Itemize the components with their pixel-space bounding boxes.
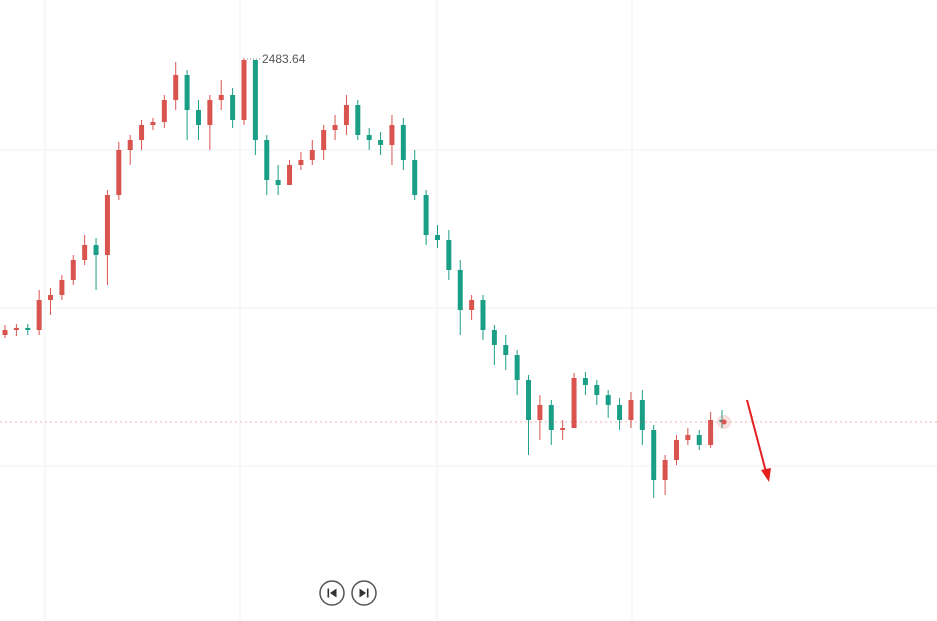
candle-body — [139, 125, 145, 140]
candle-body — [491, 330, 497, 345]
candle-body — [207, 100, 213, 125]
candle-body — [457, 270, 463, 310]
candle-body — [412, 160, 418, 195]
high-annotation: 2483.64 — [262, 52, 306, 66]
candle-body — [446, 240, 452, 270]
candle-body — [161, 100, 167, 122]
candle-body — [13, 328, 19, 330]
candle-body — [264, 140, 270, 180]
trend-arrow — [746, 399, 771, 482]
candle-body — [104, 195, 110, 255]
candle-body — [389, 125, 395, 145]
candle-body — [252, 60, 258, 140]
candle-body — [685, 435, 691, 440]
arrow-shaft — [746, 399, 767, 473]
candle-body — [708, 420, 714, 445]
candle-body — [696, 435, 702, 445]
candle-body — [503, 345, 509, 355]
candle-body — [184, 75, 190, 110]
candle-body — [662, 460, 668, 480]
candle-body — [309, 150, 315, 160]
candle-body — [673, 440, 679, 460]
candle-body — [287, 165, 293, 185]
icon — [330, 588, 337, 598]
candle-body — [651, 430, 657, 480]
candle-body — [469, 300, 475, 310]
icon — [327, 588, 330, 598]
candle-body — [173, 75, 179, 100]
candle-body — [70, 260, 76, 280]
candle-body — [639, 400, 645, 430]
candle-body — [230, 95, 236, 120]
candle-body — [617, 405, 623, 420]
icon — [366, 588, 369, 598]
candle-body — [93, 245, 99, 255]
candle-body — [480, 300, 486, 330]
candle-body — [218, 95, 224, 100]
candle-body — [582, 378, 588, 385]
icon — [359, 588, 366, 598]
candle-body — [400, 125, 406, 160]
candle-body — [355, 105, 361, 135]
candle-body — [116, 150, 122, 195]
nav-back[interactable] — [319, 580, 345, 606]
candle-body — [378, 140, 384, 145]
candle-body — [150, 122, 156, 125]
last-price-dot — [721, 419, 727, 425]
candle-body — [2, 330, 8, 335]
candle-body — [560, 428, 566, 430]
candles — [0, 58, 937, 498]
candle-body — [594, 385, 600, 395]
candle-body — [298, 160, 304, 165]
candle-body — [537, 405, 543, 420]
nav-forward[interactable] — [351, 580, 377, 606]
candle-body — [195, 110, 201, 125]
candle-body — [82, 245, 88, 260]
candle-body — [36, 300, 42, 330]
candle-body — [275, 180, 281, 185]
candle-body — [423, 195, 429, 235]
candle-body — [241, 60, 247, 120]
candle-body — [366, 135, 372, 140]
candle-body — [25, 328, 31, 330]
candle-body — [526, 380, 532, 420]
candle-body — [59, 280, 65, 295]
candle-body — [48, 295, 54, 300]
candle-body — [605, 395, 611, 405]
candle-body — [514, 355, 520, 380]
arrow-head — [761, 468, 771, 482]
candle-body — [332, 125, 338, 130]
candle-body — [571, 378, 577, 428]
candle-body — [628, 400, 634, 420]
candle-body — [548, 405, 554, 430]
candle-body — [434, 235, 440, 240]
candle-body — [127, 140, 133, 150]
candle-body — [321, 130, 327, 150]
candle-body — [343, 105, 349, 125]
